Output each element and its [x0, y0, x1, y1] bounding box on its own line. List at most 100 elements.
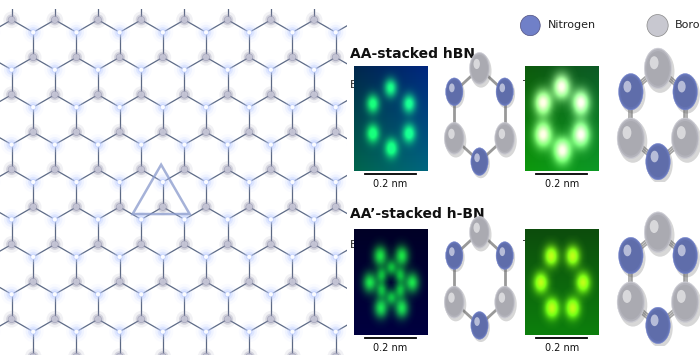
Circle shape — [674, 239, 700, 277]
Circle shape — [347, 284, 368, 305]
Circle shape — [90, 12, 106, 28]
Circle shape — [624, 245, 631, 256]
Circle shape — [131, 284, 152, 305]
Circle shape — [179, 314, 190, 325]
Circle shape — [94, 315, 101, 323]
Circle shape — [304, 59, 325, 80]
Circle shape — [645, 307, 671, 344]
Circle shape — [620, 285, 643, 320]
Circle shape — [44, 0, 65, 5]
Circle shape — [136, 314, 147, 325]
Circle shape — [114, 27, 125, 37]
Circle shape — [131, 59, 152, 80]
Circle shape — [217, 59, 238, 80]
Circle shape — [647, 15, 668, 36]
Circle shape — [677, 290, 686, 303]
Circle shape — [246, 204, 253, 210]
Circle shape — [284, 124, 301, 141]
Circle shape — [644, 212, 672, 253]
Circle shape — [622, 126, 631, 139]
Circle shape — [309, 14, 320, 25]
Circle shape — [96, 292, 100, 296]
Circle shape — [304, 134, 325, 155]
Circle shape — [29, 353, 37, 360]
Circle shape — [284, 199, 301, 215]
Circle shape — [44, 359, 65, 364]
Circle shape — [114, 52, 125, 63]
Circle shape — [332, 329, 339, 335]
Circle shape — [139, 68, 144, 72]
Circle shape — [263, 0, 279, 3]
Circle shape — [52, 217, 57, 222]
Circle shape — [288, 128, 296, 136]
Circle shape — [673, 285, 696, 320]
Circle shape — [330, 102, 341, 112]
Circle shape — [10, 142, 14, 147]
Circle shape — [332, 203, 340, 211]
Circle shape — [267, 16, 274, 24]
Circle shape — [520, 15, 540, 36]
Circle shape — [69, 25, 84, 40]
Circle shape — [624, 81, 631, 92]
Circle shape — [204, 105, 208, 109]
Circle shape — [74, 255, 78, 259]
Circle shape — [310, 16, 318, 24]
Circle shape — [290, 180, 295, 184]
Circle shape — [328, 249, 343, 265]
Circle shape — [134, 361, 149, 364]
Circle shape — [269, 142, 273, 147]
Circle shape — [309, 139, 319, 150]
Circle shape — [95, 142, 101, 148]
Circle shape — [268, 166, 274, 173]
Circle shape — [177, 361, 192, 364]
Circle shape — [355, 217, 359, 222]
Circle shape — [266, 139, 276, 150]
Circle shape — [268, 17, 274, 23]
Circle shape — [134, 0, 149, 3]
Circle shape — [289, 29, 295, 35]
Circle shape — [25, 348, 41, 364]
Circle shape — [306, 12, 323, 28]
Circle shape — [289, 129, 295, 135]
Circle shape — [114, 327, 125, 337]
Circle shape — [8, 166, 15, 173]
Circle shape — [619, 74, 643, 110]
Circle shape — [139, 217, 144, 222]
Circle shape — [200, 351, 211, 362]
Circle shape — [111, 199, 128, 215]
Circle shape — [284, 49, 301, 66]
Circle shape — [46, 236, 63, 253]
Circle shape — [1, 284, 22, 305]
Circle shape — [28, 102, 38, 112]
Circle shape — [177, 286, 192, 302]
Circle shape — [68, 348, 85, 364]
Circle shape — [198, 174, 214, 190]
Circle shape — [500, 247, 505, 256]
Circle shape — [158, 351, 169, 362]
Circle shape — [6, 139, 17, 150]
Text: 0.2 nm: 0.2 nm — [373, 179, 407, 189]
Circle shape — [307, 0, 322, 3]
Circle shape — [222, 314, 233, 325]
Circle shape — [23, 22, 43, 43]
Circle shape — [133, 86, 150, 103]
Circle shape — [66, 321, 87, 342]
Circle shape — [159, 203, 167, 211]
Text: Bilayer: Bilayer — [350, 240, 389, 250]
Circle shape — [174, 359, 195, 364]
Circle shape — [219, 161, 236, 178]
Circle shape — [23, 321, 43, 342]
Circle shape — [471, 219, 488, 246]
Circle shape — [620, 238, 643, 273]
Circle shape — [330, 27, 341, 37]
Circle shape — [330, 276, 341, 287]
Circle shape — [137, 16, 145, 24]
Circle shape — [68, 124, 85, 141]
Circle shape — [473, 59, 480, 69]
Circle shape — [262, 86, 279, 103]
Circle shape — [28, 27, 38, 37]
Circle shape — [219, 86, 236, 103]
Circle shape — [133, 12, 150, 28]
Circle shape — [26, 99, 41, 115]
Circle shape — [181, 316, 188, 323]
